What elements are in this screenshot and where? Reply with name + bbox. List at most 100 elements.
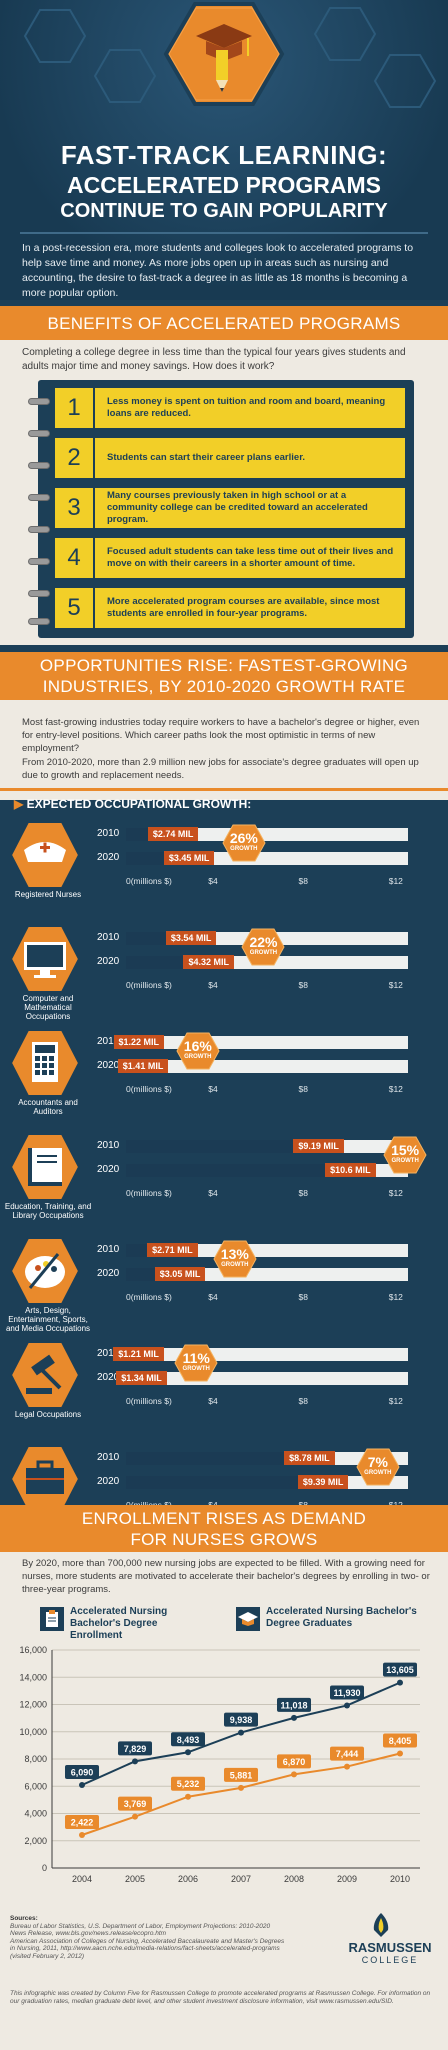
growth-badge: 15% GROWTH <box>383 1136 427 1174</box>
data-label: 11,930 <box>333 1688 360 1698</box>
intro-paragraph: In a post-recession era, more students a… <box>22 242 414 299</box>
data-label: 11,018 <box>280 1700 307 1710</box>
sources-title: Sources: <box>10 1915 38 1922</box>
occupation-block: Legal Occupations <box>0 1340 448 1444</box>
enrollment-point <box>79 1782 85 1789</box>
y-tick-label: 6,000 <box>24 1781 47 1791</box>
data-label: 3,769 <box>124 1799 147 1809</box>
bar-track <box>126 1348 408 1361</box>
data-label: 9,938 <box>230 1715 253 1725</box>
x-tick-label: 2010 <box>390 1874 410 1884</box>
page-title-line2: ACCELERATED PROGRAMS <box>67 172 381 198</box>
growth-word: GROWTH <box>184 1054 212 1060</box>
bar-value-label: $1.34 MIL <box>116 1371 167 1385</box>
axis-tick-label: $8 <box>298 876 308 886</box>
benefit-text: Less money is spent on tuition and room … <box>107 396 386 419</box>
year-label: 2010 <box>97 1348 120 1359</box>
benefit-text: Focused adult students can take less tim… <box>107 546 394 569</box>
axis-tick-label: $12 <box>388 980 403 990</box>
notebook-ring <box>28 558 50 565</box>
data-label: 5,881 <box>230 1770 253 1780</box>
occupation-name: Arts, Design, Entertainment, Sports, and… <box>5 1306 91 1333</box>
benefit-text: Students can start their career plans ea… <box>107 452 306 463</box>
bar-value-label: $1.21 MIL <box>113 1347 164 1361</box>
data-label: 2,422 <box>71 1818 94 1828</box>
graduates-point <box>344 1763 350 1770</box>
graduates-point <box>132 1813 138 1820</box>
section-divider <box>0 788 448 791</box>
year-label: 2020 <box>97 1164 120 1175</box>
benefit-text: Many courses previously taken in high sc… <box>107 490 368 525</box>
bar-track <box>126 1036 408 1049</box>
axis-tick-label: $12 <box>388 1084 403 1094</box>
source-line: Bureau of Labor Statistics, U.S. Departm… <box>10 1922 271 1930</box>
growth-badge: 7% GROWTH <box>356 1448 400 1486</box>
growth-word: GROWTH <box>230 846 258 852</box>
y-tick-label: 12,000 <box>19 1700 47 1710</box>
axis-unit-label: 0(millions $) <box>126 1396 172 1406</box>
bar-2020 <box>126 1476 338 1489</box>
legend-graduates: Accelerated Nursing Bachelor's Degree Gr… <box>266 1606 417 1629</box>
occupation-name: Education, Training, and Library Occupat… <box>4 1202 92 1220</box>
year-label: 2020 <box>97 1372 120 1383</box>
y-tick-label: 10,000 <box>19 1727 47 1737</box>
notebook-ring <box>28 398 50 405</box>
enrollment-point <box>344 1702 350 1709</box>
sources-block: Sources: Bureau of Labor Statistics, U.S… <box>10 1915 330 1960</box>
axis-tick-label: $12 <box>388 1396 403 1406</box>
axis-unit-label: 0(millions $) <box>126 1292 172 1302</box>
growth-word: GROWTH <box>182 1366 210 1372</box>
x-tick-label: 2007 <box>231 1874 251 1884</box>
growth-word: GROWTH <box>364 1470 392 1476</box>
axis-tick-label: $4 <box>208 1188 218 1198</box>
axis-tick-label: $12 <box>388 1292 403 1302</box>
axis-tick-label: $4 <box>208 1396 218 1406</box>
notebook-ring <box>28 526 50 533</box>
occupation-name: Legal Occupations <box>14 1410 82 1419</box>
occupation-name: Computer and Mathematical Occupations <box>22 994 74 1021</box>
graduates-point <box>238 1784 244 1791</box>
data-label-box <box>118 1796 152 1811</box>
paint-palette-icon <box>10 1237 80 1305</box>
source-line: News Release, www.bls.gov/news.release/e… <box>10 1930 167 1937</box>
page-title-line3: CONTINUE TO GAIN POPULARITY <box>60 200 388 222</box>
growth-heading-text: EXPECTED OCCUPATIONAL GROWTH: <box>26 797 252 811</box>
axis-tick-label: $8 <box>298 1084 308 1094</box>
data-label-box <box>277 1697 311 1712</box>
benefits-intro: Completing a college degree in less time… <box>22 347 406 372</box>
data-label-box <box>65 1765 99 1780</box>
bar-2010 <box>126 1140 334 1153</box>
x-tick-label: 2005 <box>125 1874 145 1884</box>
notebook-ring <box>28 462 50 469</box>
year-label: 2020 <box>97 956 120 967</box>
bar-value-label: $9.19 MIL <box>293 1139 344 1153</box>
growth-percent: 15% <box>391 1142 420 1158</box>
source-line: American Association of Colleges of Nurs… <box>10 1937 285 1945</box>
axis-tick-label: $4 <box>208 876 218 886</box>
growth-badge: 22% GROWTH <box>241 928 286 966</box>
growth-badge: 16% GROWTH <box>176 1032 220 1070</box>
data-label-box <box>171 1732 205 1747</box>
growth-percent: 11% <box>182 1350 210 1366</box>
benefit-number: 2 <box>55 438 95 478</box>
growth-percent: 16% <box>183 1038 212 1054</box>
enrollment-point <box>397 1679 403 1686</box>
y-tick-label: 14,000 <box>19 1672 47 1682</box>
nurse-cap-icon <box>10 821 80 889</box>
growth-word: GROWTH <box>391 1158 419 1164</box>
growth-word: GROWTH <box>221 1262 249 1268</box>
axis-tick-label: $8 <box>298 1188 308 1198</box>
title-divider <box>20 232 428 234</box>
benefit-item: 4 Focused adult students can take less t… <box>55 538 405 578</box>
axis-tick-label: $4 <box>208 1292 218 1302</box>
benefit-number: 5 <box>55 588 95 628</box>
axis-tick-label: $8 <box>298 1396 308 1406</box>
occupation-name: Accountants and Auditors <box>18 1098 78 1116</box>
bar-value-label: $4.32 MIL <box>183 955 234 969</box>
growth-percent: 7% <box>367 1454 388 1470</box>
y-tick-label: 4,000 <box>24 1809 47 1819</box>
data-label-box <box>330 1746 364 1761</box>
data-label-box <box>330 1685 364 1700</box>
data-label: 5,232 <box>177 1779 200 1789</box>
y-tick-label: 0 <box>42 1863 47 1873</box>
